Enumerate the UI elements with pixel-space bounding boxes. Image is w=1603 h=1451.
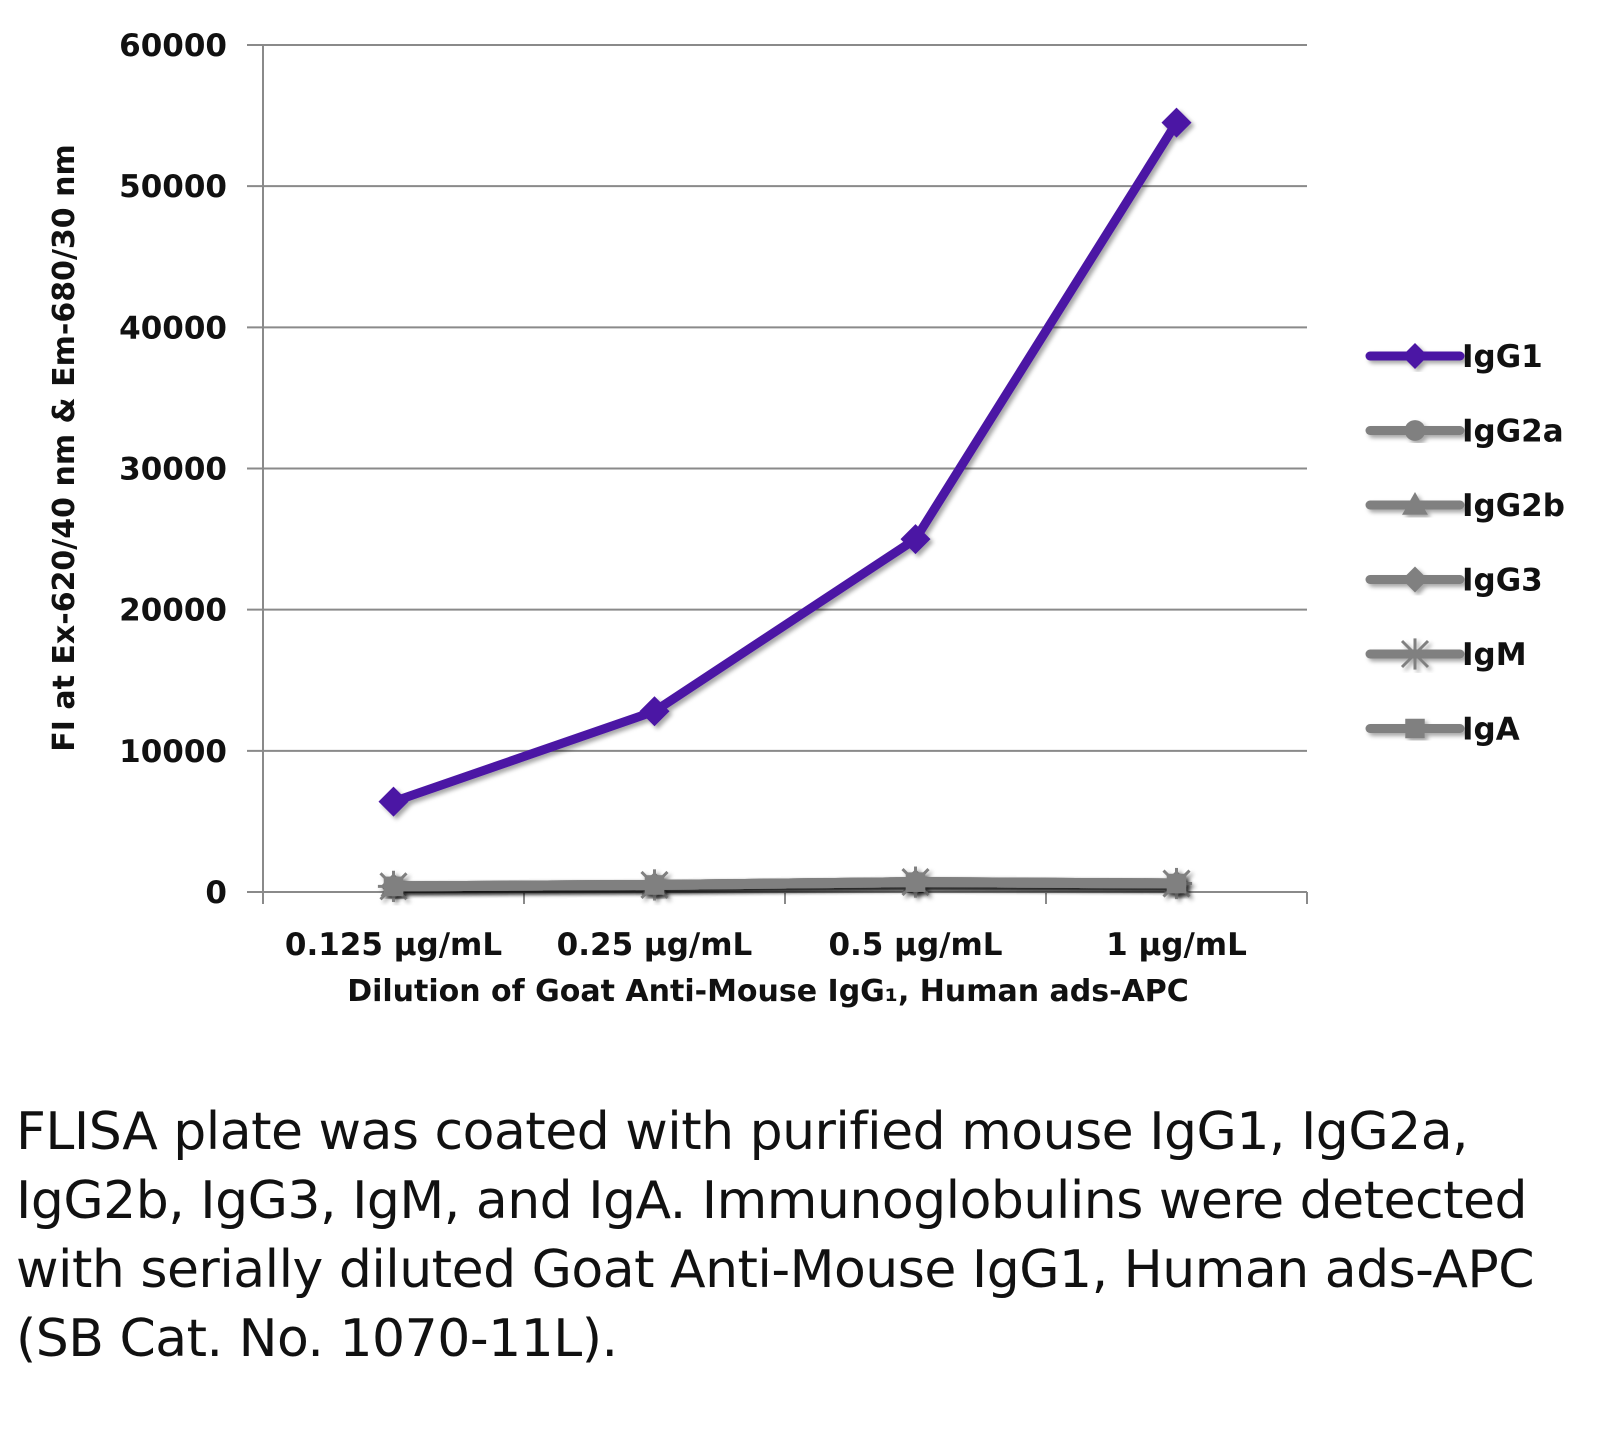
legend-marker [1402, 566, 1428, 593]
y-tick-label: 10000 [119, 734, 227, 770]
series-line [389, 118, 1181, 807]
legend-item-igm [1365, 638, 1465, 670]
legend-marker [1399, 638, 1431, 670]
legend-label: IgG3 [1462, 563, 1543, 599]
figure-caption: FLISA plate was coated with purified mou… [16, 1102, 1535, 1369]
y-tick-label: 30000 [119, 452, 227, 488]
data-point [639, 696, 670, 727]
legend-item-iga [1365, 718, 1465, 739]
x-axis-title: Dilution of Goat Anti-Mouse IgG₁, Human … [347, 974, 1189, 1009]
x-tick-label: 1 µg/mL [1106, 927, 1247, 963]
x-axis-tick-labels: 0.125 µg/mL 0.25 µg/mL 0.5 µg/mL 1 µg/mL [285, 927, 1247, 963]
x-tick-label: 0.5 µg/mL [828, 927, 1002, 963]
line-chart: 0 10000 20000 30000 40000 50000 60000 0.125 µg… [47, 28, 1565, 1009]
x-tick-label: 0.125 µg/mL [285, 927, 502, 963]
data-point [1166, 873, 1187, 894]
legend-label: IgG2b [1462, 488, 1565, 524]
series-iga [383, 872, 1187, 897]
data-point [378, 786, 409, 817]
y-axis-title: FI at Ex-620/40 nm & Em-680/30 nm [47, 144, 82, 751]
y-tick-label: 0 [205, 875, 227, 911]
data-point [383, 876, 404, 897]
data-series [377, 107, 1193, 902]
y-tick-label: 20000 [119, 593, 227, 629]
y-tick-label: 40000 [119, 310, 227, 346]
data-point [900, 524, 931, 555]
legend: IgG1 IgG2a IgG2b IgG3 IgM IgA [1365, 339, 1565, 748]
legend-label: IgG1 [1462, 339, 1543, 375]
legend-item-igg3 [1365, 566, 1465, 593]
legend-marker [1402, 343, 1428, 369]
legend-label: IgM [1462, 637, 1527, 673]
legend-marker [1402, 492, 1428, 515]
legend-item-igg2a [1365, 420, 1465, 441]
y-tick-label: 50000 [119, 169, 227, 205]
data-point [1161, 107, 1192, 138]
y-tick-label: 60000 [119, 28, 227, 64]
data-point [644, 875, 665, 895]
series-line [388, 877, 1182, 892]
legend-label: IgG2a [1462, 414, 1564, 450]
legend-marker [1405, 718, 1425, 739]
y-axis-tick-labels: 0 10000 20000 30000 40000 50000 60000 [119, 28, 227, 911]
legend-item-igg2b [1365, 492, 1465, 515]
x-tick-label: 0.25 µg/mL [557, 927, 753, 963]
legend-label: IgA [1462, 712, 1520, 748]
axes [247, 45, 1308, 904]
gridlines [247, 44, 1307, 752]
series-igg1 [378, 107, 1192, 817]
data-point [905, 872, 926, 892]
legend-item-igg1 [1365, 343, 1465, 369]
legend-marker [1404, 420, 1426, 441]
